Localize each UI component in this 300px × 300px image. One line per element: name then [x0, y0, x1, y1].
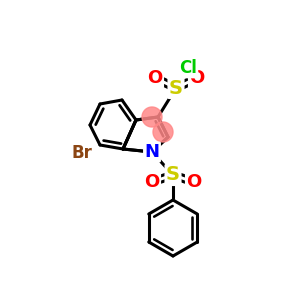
Text: O: O [189, 69, 205, 87]
Text: Br: Br [72, 144, 92, 162]
Text: O: O [186, 173, 202, 191]
Circle shape [142, 107, 162, 127]
Text: O: O [144, 173, 160, 191]
Text: Cl: Cl [179, 59, 197, 77]
Circle shape [153, 122, 173, 142]
Text: O: O [147, 69, 163, 87]
Text: S: S [169, 79, 183, 98]
Text: S: S [166, 166, 180, 184]
Text: N: N [145, 143, 160, 161]
